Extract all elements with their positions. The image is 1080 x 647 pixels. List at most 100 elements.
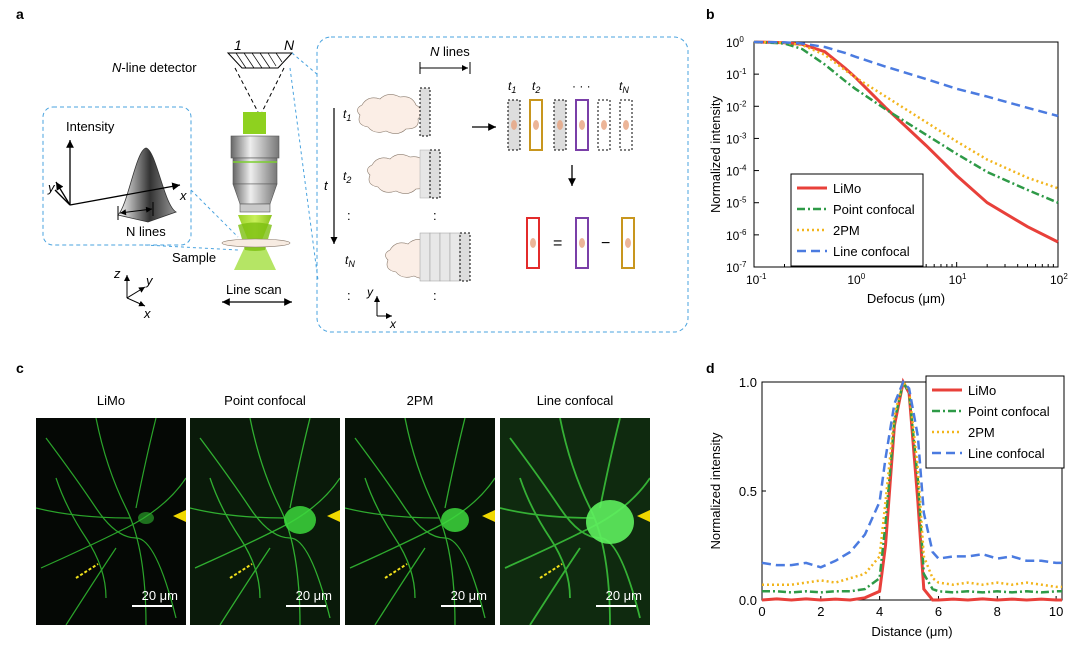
- sample-label: Sample: [172, 250, 216, 265]
- x-tick-label: 10-1: [746, 272, 767, 287]
- strip-t2: [429, 149, 441, 199]
- intensity-label: Intensity: [66, 119, 115, 134]
- sample-cloud-1: [357, 94, 422, 134]
- y-tick-label: 10-4: [726, 164, 747, 179]
- equals-sign: =: [553, 235, 562, 252]
- detector-label: N-line detector: [112, 60, 197, 75]
- panel-label-d: d: [706, 360, 715, 376]
- y-tick-label: 1.0: [739, 375, 757, 390]
- scale-label: 20 μm: [605, 588, 642, 603]
- x-tick-label: 101: [949, 272, 967, 287]
- n-line-detector: [226, 52, 294, 69]
- y-tick-label: 100: [726, 35, 744, 50]
- scale-label: 20 μm: [295, 588, 332, 603]
- panel-label-c: c: [16, 360, 24, 376]
- micrograph-2pm: 20 μm: [345, 418, 495, 625]
- x-tick-label: 10: [1049, 604, 1063, 619]
- inset-x-axis: [69, 182, 181, 206]
- micrograph-title-2pm: 2PM: [406, 393, 434, 408]
- inset-y-axis: [55, 181, 71, 206]
- coord-y-axis: [126, 286, 146, 299]
- dots-left-bottom: :: [347, 288, 351, 303]
- x-tick-label: 100: [847, 272, 865, 287]
- panel-d-chart: 0 2 4 6 8 10 0.0 0.5 1.0 Distance (μm) Normalized …: [708, 375, 1065, 639]
- y-tick-label: 10-7: [726, 260, 747, 275]
- coord-z-label: z: [113, 266, 121, 281]
- y-tick-label: 0.0: [739, 593, 757, 608]
- legend-label: Line confocal: [968, 446, 1045, 461]
- coord-x-axis: [126, 297, 146, 307]
- beam-top: [243, 112, 266, 134]
- legend-label: 2PM: [833, 223, 860, 238]
- t2-label: t2: [343, 169, 351, 185]
- x-tick-label: 2: [817, 604, 824, 619]
- line-profile-marker: [75, 563, 99, 579]
- detector-1-label: 1: [234, 37, 242, 53]
- coord-x-label: x: [143, 306, 151, 321]
- dots-mid: :: [433, 208, 437, 223]
- scale-label: 20 μm: [141, 588, 178, 603]
- inset-x-label: x: [179, 188, 187, 203]
- frame-label-tn: tN: [619, 79, 629, 95]
- y-axis-label: Normalized intensity: [708, 432, 723, 550]
- inset-n-lines: N lines: [126, 224, 166, 239]
- t1-label: t1: [343, 107, 351, 123]
- micrograph-title-point: Point confocal: [224, 393, 306, 408]
- legend-label: LiMo: [833, 181, 861, 196]
- frame-label-dots: · · ·: [572, 79, 591, 93]
- series-line-line-confocal: [753, 40, 1059, 118]
- sample-slab: [221, 238, 291, 248]
- legend-label: Line confocal: [833, 244, 910, 259]
- strip-tn: [459, 232, 471, 282]
- series-line-line-confocal: [761, 379, 1062, 569]
- series-line-2pm: [762, 379, 1062, 589]
- line-scan-label: Line scan: [226, 282, 282, 297]
- micrograph-limo: 20 μm: [36, 418, 186, 625]
- y-tick-label: 10-5: [726, 196, 747, 211]
- scale-label: 20 μm: [450, 588, 487, 603]
- tn-label: tN: [345, 253, 355, 269]
- time-axis-label: t: [324, 178, 329, 193]
- detector-n-label: N: [284, 37, 295, 53]
- panel-a-diagram: Intensity y x N lines 1 N N-line detecto…: [42, 36, 689, 333]
- legend-label: Point confocal: [968, 404, 1050, 419]
- panel-label-a: a: [16, 6, 24, 22]
- y-tick-label: 10-2: [726, 99, 747, 114]
- process-box: [316, 36, 689, 333]
- micrograph-title-limo: LiMo: [96, 393, 126, 408]
- y-tick-label: 10-1: [726, 67, 747, 82]
- micrograph-title-line: Line confocal: [536, 393, 614, 408]
- scale-bar: [132, 605, 172, 607]
- x-tick-label: 6: [935, 604, 942, 619]
- y-tick-label: 0.5: [739, 484, 757, 499]
- y-tick-label: 10-6: [726, 228, 747, 243]
- x-axis-label: Distance (μm): [871, 624, 952, 639]
- x-tick-label: 102: [1050, 272, 1068, 287]
- micrograph-point-confocal: 20 μm: [190, 418, 340, 625]
- plot-frame: [753, 41, 1059, 268]
- x-tick-label: 8: [994, 604, 1001, 619]
- intensity-inset-box: [42, 106, 192, 246]
- minus-sign: −: [601, 235, 610, 252]
- x-tick-label: 0: [758, 604, 765, 619]
- strip-t1: [419, 87, 431, 137]
- panel-label-b: b: [706, 6, 715, 22]
- dots-mid-bottom: :: [433, 288, 437, 303]
- cell-arrowhead: [173, 510, 186, 522]
- small-y-label: y: [366, 285, 374, 299]
- frame-label-t1: t1: [508, 79, 516, 95]
- y-axis-label: Normalized intensity: [708, 95, 723, 213]
- small-x-label: x: [389, 317, 397, 331]
- y-tick-label: 10-3: [726, 131, 747, 146]
- objective-body: [230, 135, 280, 159]
- coord-y-label: y: [145, 273, 154, 288]
- n-lines-top-label: N lines: [430, 44, 470, 59]
- inset-y-label: y: [47, 180, 56, 195]
- micrograph-line-confocal: 20 μm: [500, 418, 650, 625]
- x-axis-label: Defocus (μm): [867, 291, 945, 306]
- dots-left: :: [347, 208, 351, 223]
- panel-b-chart: 10-1 100 101 102 10-7 10-6 10-5 10-4 10-3 10-2 10-…: [708, 35, 1068, 306]
- series-line-2pm: [753, 40, 1059, 190]
- frame-label-t2: t2: [532, 79, 540, 95]
- x-tick-label: 4: [876, 604, 883, 619]
